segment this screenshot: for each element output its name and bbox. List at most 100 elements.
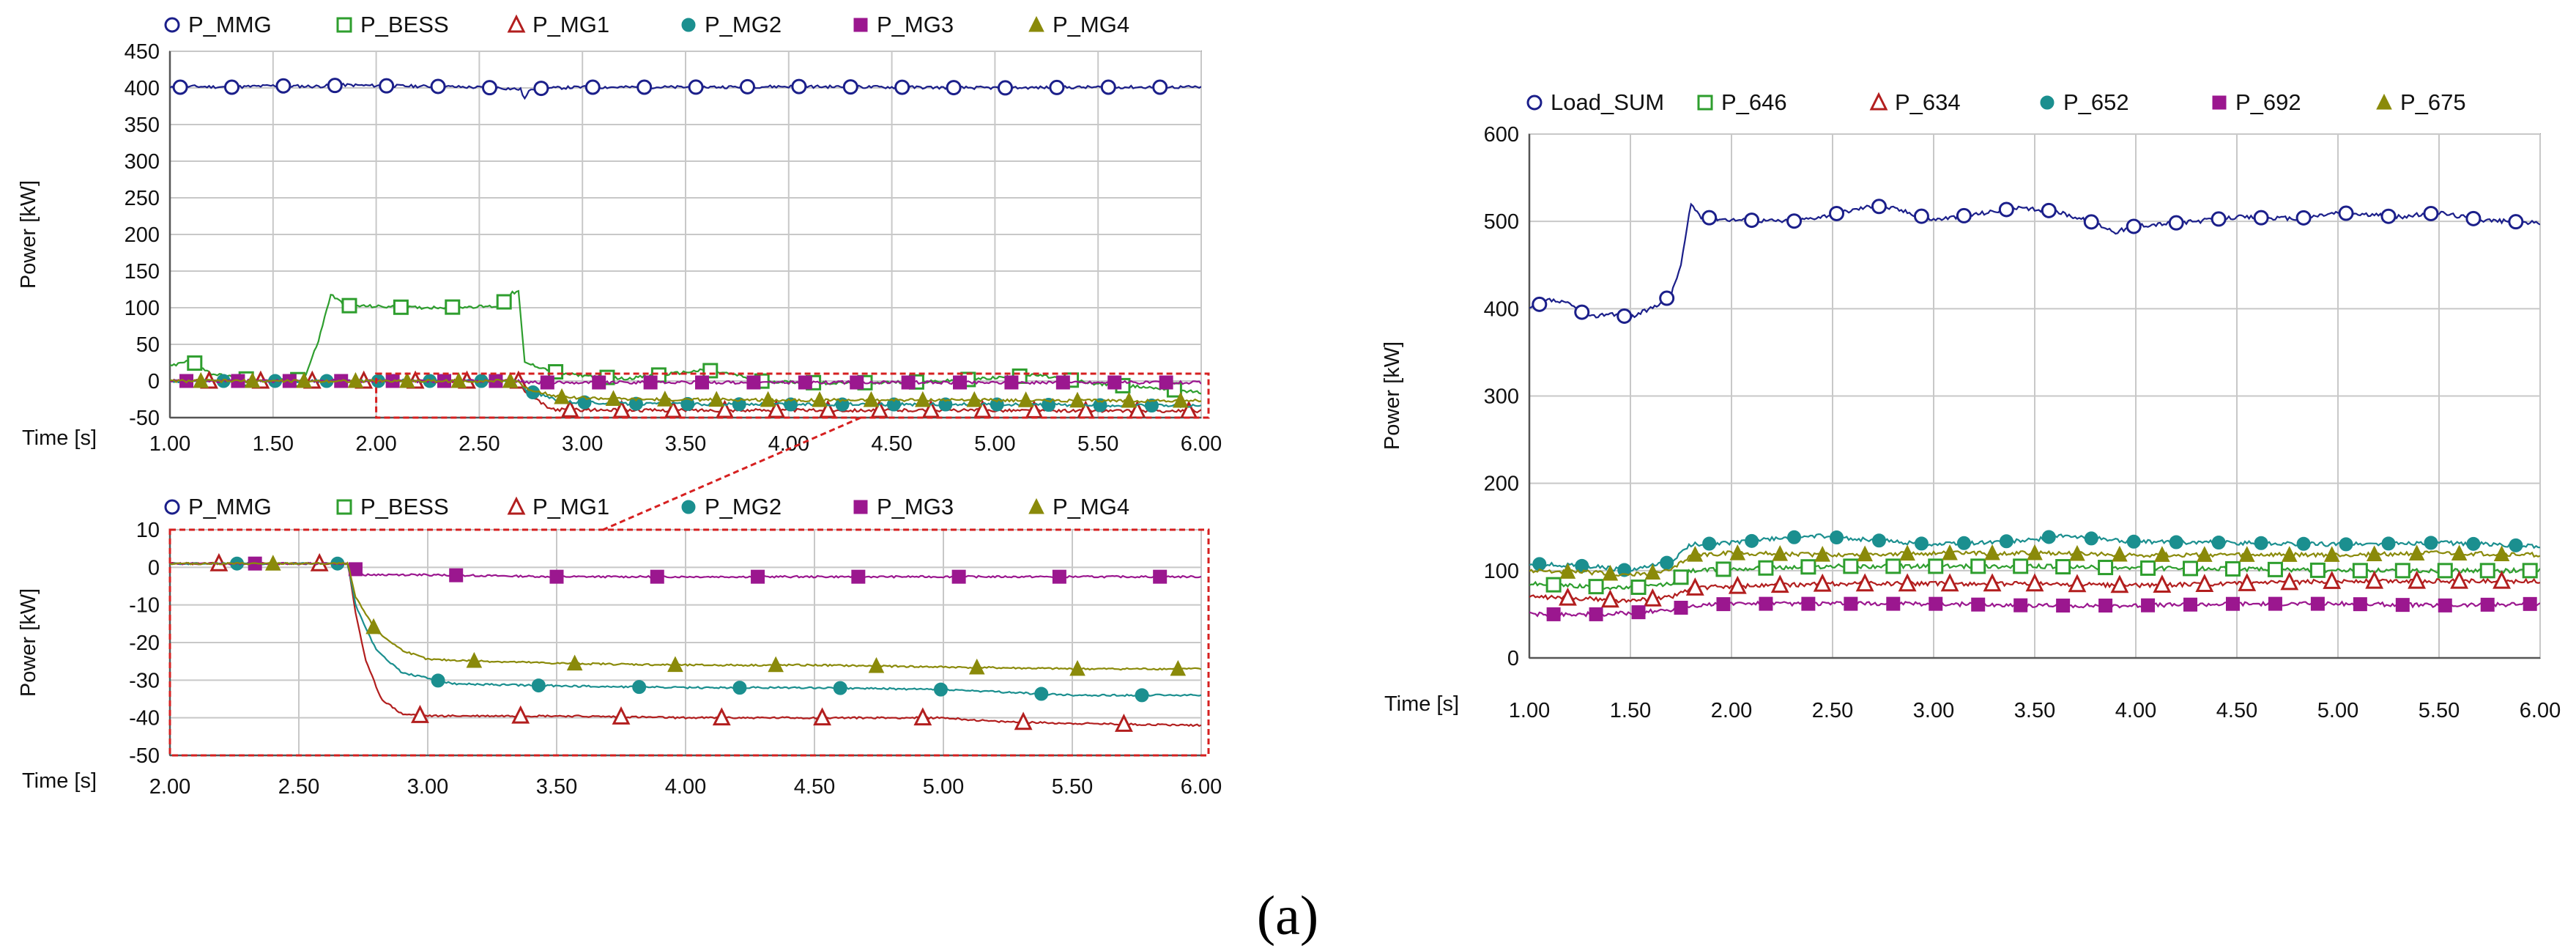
legend-entry: P_MG3 — [877, 12, 954, 37]
data-point — [445, 299, 461, 315]
data-point — [2339, 537, 2353, 552]
legend-entry: P_MG1 — [532, 12, 609, 37]
x-tick-label: 2.00 — [355, 432, 396, 456]
data-point — [2126, 534, 2141, 549]
data-point — [1885, 558, 1901, 574]
y-tick-label: 50 — [136, 333, 160, 357]
data-point — [1744, 212, 1760, 229]
data-point — [1034, 687, 1049, 701]
data-point — [1983, 573, 2002, 592]
legend-entry: P_MG1 — [532, 494, 609, 519]
data-point — [2493, 570, 2511, 589]
data-point — [2055, 559, 2071, 575]
data-point — [496, 294, 512, 310]
y-tick-label: 450 — [125, 40, 160, 64]
y-tick-label: 100 — [1484, 560, 1519, 583]
data-point — [1631, 605, 1646, 620]
data-point — [951, 569, 966, 584]
data-point — [1617, 563, 1632, 577]
x-tick-label: 2.50 — [1812, 699, 1853, 722]
data-point — [833, 681, 847, 695]
data-point — [2352, 563, 2368, 579]
series-line — [1529, 600, 2540, 618]
legend-marker — [1697, 95, 1713, 111]
data-point — [244, 371, 261, 388]
data-point — [379, 78, 395, 94]
data-point — [1716, 597, 1731, 612]
x-tick-label: 4.00 — [768, 432, 809, 456]
y-tick-label: 0 — [148, 556, 160, 580]
y-tick-label: 200 — [1484, 473, 1519, 496]
data-point — [2168, 215, 2184, 231]
legend-entry: P_MG2 — [705, 12, 782, 37]
zoom-region-bottom — [168, 528, 1210, 757]
data-point — [2295, 210, 2312, 226]
data-point — [997, 80, 1013, 96]
legend-entry: P_692 — [2235, 89, 2301, 115]
data-point — [2041, 202, 2057, 218]
data-point — [1829, 205, 1845, 221]
data-point — [2493, 545, 2510, 561]
data-point — [953, 375, 968, 390]
data-point — [751, 569, 765, 584]
x-tick-label: 5.50 — [2419, 699, 2460, 722]
data-point — [365, 618, 382, 634]
data-point — [760, 391, 776, 407]
legend-entry: Load_SUM — [1551, 89, 1664, 115]
data-point — [1180, 400, 1198, 418]
legend-marker — [1869, 92, 1888, 111]
data-point — [1729, 544, 1746, 560]
figure-caption: (a) — [1257, 885, 1318, 947]
data-point — [2126, 218, 2142, 234]
data-point — [1898, 573, 1917, 592]
data-point — [933, 682, 948, 697]
data-point — [746, 375, 761, 390]
data-point — [636, 79, 653, 95]
data-point — [1687, 546, 1704, 562]
chart-right: 0 100 200 300 400 500 600 1.00 1.50 2.00 2.50 3.00 3… — [1381, 89, 2561, 722]
data-point — [702, 363, 719, 379]
legend-entry: P_MG2 — [705, 494, 782, 519]
data-point — [1055, 375, 1070, 390]
data-point — [1899, 544, 1915, 561]
data-point — [2465, 210, 2482, 226]
legend-entry: P_MG4 — [1053, 12, 1129, 37]
legend-marker — [1028, 15, 1044, 32]
data-point — [1956, 536, 1971, 550]
data-point — [2056, 599, 2071, 613]
x-tick-label: 4.00 — [665, 775, 706, 799]
legend-marker — [2212, 95, 2227, 110]
data-point — [2394, 563, 2410, 579]
data-point — [2522, 563, 2538, 579]
legend-marker — [336, 17, 352, 33]
data-point — [2211, 211, 2227, 227]
x-axis-label: Time [s] — [1384, 692, 1459, 716]
data-point — [913, 707, 932, 726]
data-point — [2041, 530, 2056, 544]
data-point — [1588, 579, 1604, 595]
data-point — [2281, 546, 2298, 562]
y-tick-label: 200 — [125, 223, 160, 247]
x-tick-label: 2.00 — [1711, 699, 1752, 722]
data-point — [650, 569, 664, 584]
legend-entry: P_634 — [1895, 89, 1961, 115]
data-point — [2451, 544, 2468, 560]
data-point — [1093, 398, 1107, 412]
data-point — [2013, 558, 2029, 574]
data-point — [347, 371, 364, 388]
legend-marker — [336, 499, 352, 515]
data-point — [1701, 210, 1718, 226]
data-point — [886, 397, 901, 412]
data-point — [2068, 574, 2087, 593]
data-point — [2408, 544, 2425, 561]
data-point — [1069, 659, 1085, 676]
data-point — [813, 707, 831, 726]
data-point — [187, 355, 203, 371]
data-point — [1129, 400, 1146, 418]
y-tick-label: 150 — [125, 260, 160, 284]
data-point — [431, 673, 445, 688]
data-point — [2083, 214, 2099, 230]
data-point — [1017, 391, 1034, 407]
data-point — [628, 396, 643, 411]
data-point — [938, 397, 953, 412]
